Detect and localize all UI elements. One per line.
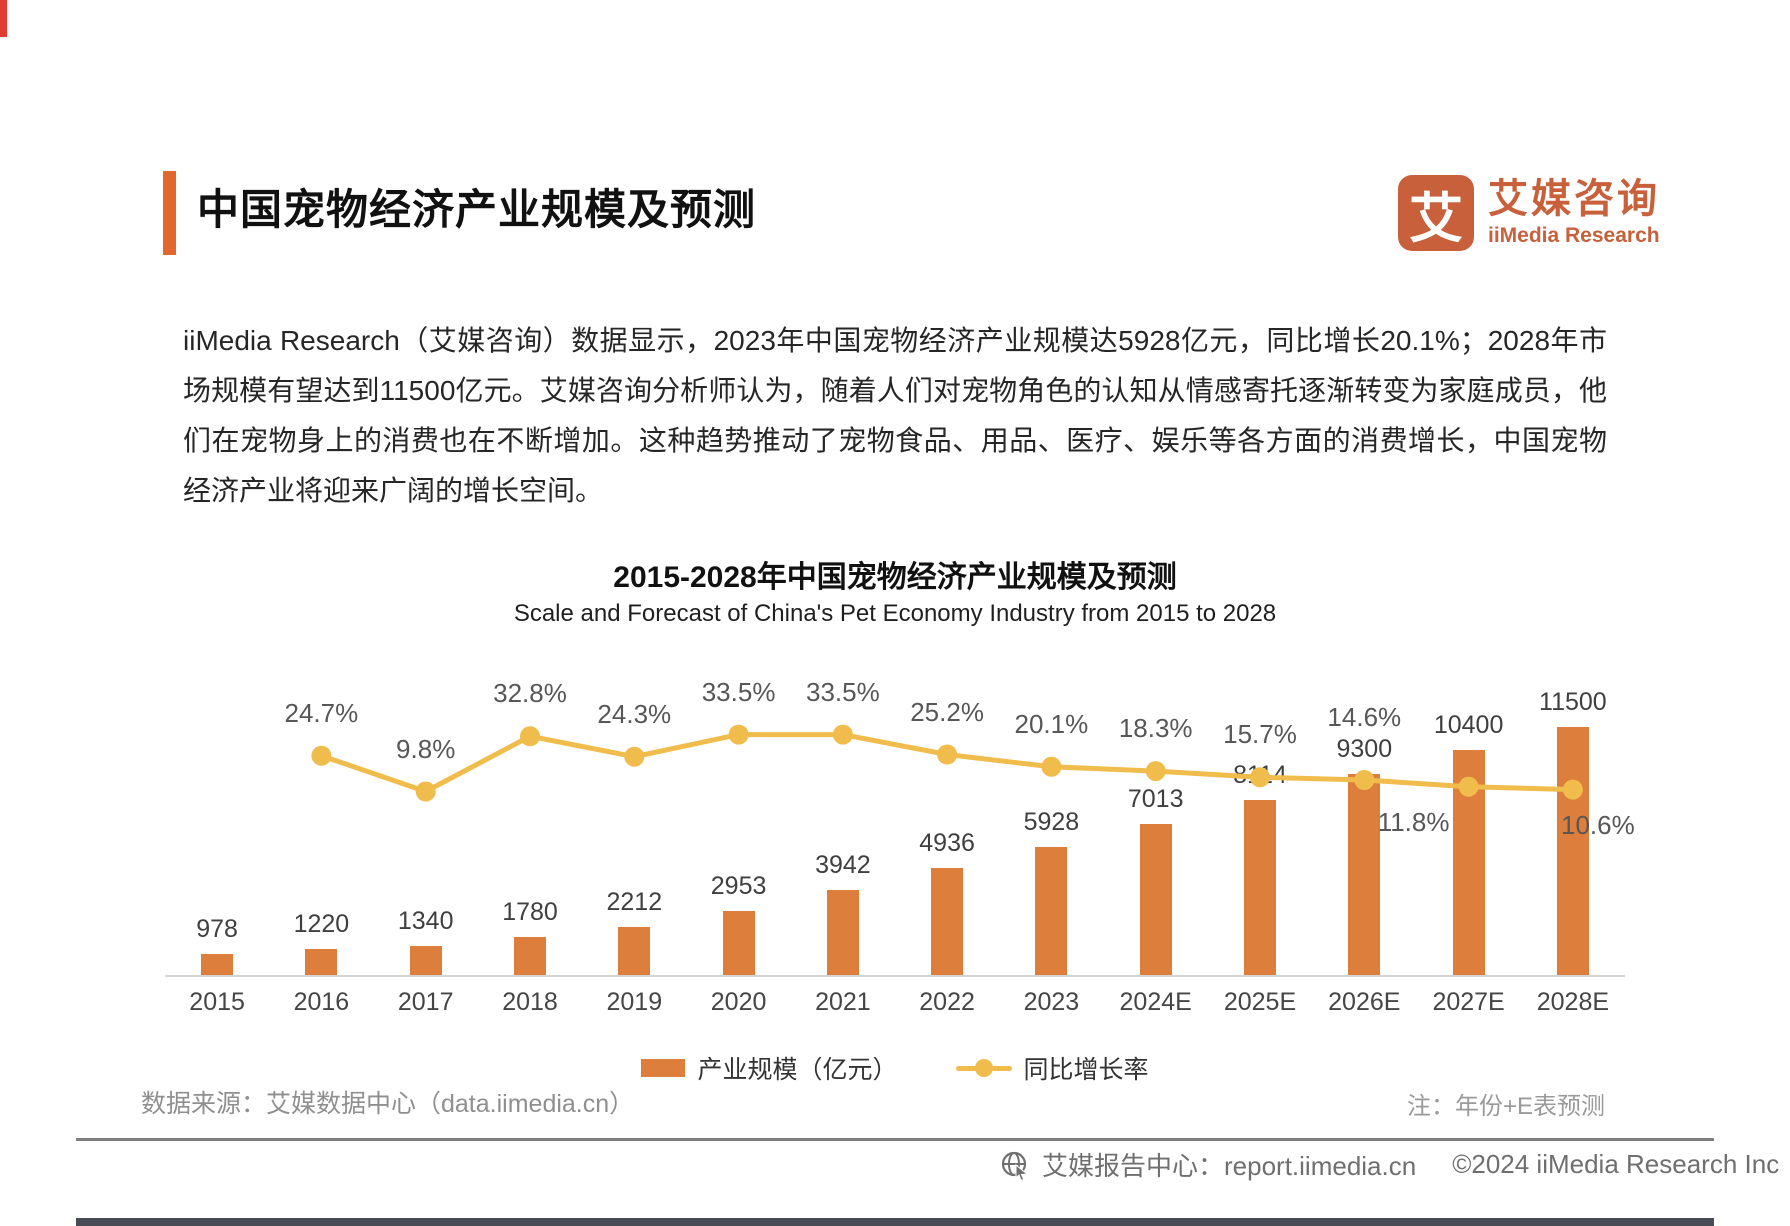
x-axis-label-2018: 2018	[502, 988, 558, 1016]
legend-item-industry-scale: 产业规模（亿元）	[641, 1050, 898, 1086]
bar-value-label: 1340	[397, 907, 454, 935]
chart-subtitle: Scale and Forecast of China's Pet Econom…	[513, 600, 1277, 627]
x-axis-label-2020: 2020	[710, 988, 767, 1016]
bar-value-label: 11500	[1539, 688, 1607, 716]
growth-value-label: 11.8%	[1377, 806, 1450, 837]
growth-value-label: 24.7%	[284, 697, 359, 728]
growth-value-label: 9.8%	[396, 733, 456, 764]
x-axis-label-2024E: 2024E	[1119, 988, 1192, 1016]
legend-item-growth-rate: 同比增长率	[955, 1050, 1149, 1086]
footer: 艾媒报告中心：report.iimedia.cn ©2024 iiMedia R…	[1000, 1146, 1779, 1183]
next-page-edge	[76, 1218, 1714, 1226]
iimedia-logo-icon: 艾	[1398, 175, 1474, 251]
bar-2018	[514, 937, 546, 975]
logo-name-en: iiMedia Research	[1488, 224, 1660, 247]
growth-value-label: 20.1%	[1014, 708, 1089, 739]
page-corner-mark	[0, 0, 7, 37]
bar-value-label: 7013	[1127, 785, 1184, 813]
chart-title: 2015-2028年中国宠物经济产业规模及预测	[613, 561, 1177, 594]
bar-2022	[931, 868, 964, 975]
growth-point-marker	[1145, 761, 1166, 782]
growth-point-marker	[1354, 770, 1375, 790]
x-axis-label-2023: 2023	[1023, 988, 1080, 1016]
bar-value-label: 978	[196, 915, 238, 943]
bar-value-label: 3942	[815, 851, 871, 879]
bar-2015	[201, 954, 234, 975]
bar-2023	[1035, 847, 1068, 975]
bar-value-label: 2212	[606, 888, 663, 916]
growth-value-label: 33.5%	[806, 676, 880, 707]
bar-2028E	[1556, 727, 1589, 975]
x-axis-label-2026E: 2026E	[1328, 988, 1401, 1016]
data-source-label: 数据来源：艾媒数据中心（data.iimedia.cn）	[141, 1090, 635, 1118]
title-accent-bar	[163, 171, 176, 255]
footer-divider	[76, 1138, 1714, 1141]
bar-value-label: 1220	[293, 910, 350, 938]
growth-value-label: 10.6%	[1561, 809, 1635, 840]
bar-2024E	[1139, 824, 1172, 975]
footer-copyright: ©2024 iiMedia Research Inc	[1452, 1149, 1780, 1179]
growth-point-marker	[1041, 756, 1062, 777]
intro-paragraph: iiMedia Research（艾媒咨询）数据显示，2023年中国宠物经济产业…	[183, 325, 1607, 506]
growth-value-label: 33.5%	[701, 676, 776, 707]
bar-value-label: 10400	[1433, 711, 1504, 739]
growth-point-marker	[1250, 767, 1270, 788]
bar-2016	[305, 949, 338, 975]
growth-value-label: 25.2%	[910, 696, 984, 727]
x-axis-label-2022: 2022	[919, 988, 975, 1016]
growth-value-label: 32.8%	[493, 678, 567, 709]
x-axis-label-2015: 2015	[189, 988, 245, 1016]
line-series-swatch	[955, 1059, 1012, 1077]
iimedia-logo: 艾 艾媒咨询 iiMedia Research	[1398, 175, 1660, 251]
growth-point-marker	[1458, 776, 1479, 797]
chart-x-axis: 2015 2016 2017 2018 2019 2020 2021 2022 2023 2024…	[165, 988, 1625, 1018]
globe-cursor-icon	[1001, 1151, 1029, 1180]
growth-value-label: 15.7%	[1223, 719, 1297, 750]
growth-line-layer	[311, 724, 1583, 802]
growth-value-label: 18.3%	[1118, 713, 1193, 744]
bar-2020	[722, 911, 755, 975]
chart-legend: 产业规模（亿元） 同比增长率	[165, 1050, 1625, 1086]
bar-value-label: 2953	[710, 872, 767, 900]
x-axis-label-2019: 2019	[606, 988, 663, 1016]
bar-value-label: 1780	[502, 898, 558, 926]
growth-point-marker	[415, 781, 436, 802]
growth-point-marker	[728, 724, 749, 745]
bar-value-label: 4936	[919, 829, 975, 857]
x-axis-label-2027E: 2027E	[1432, 988, 1505, 1016]
growth-value-label: 24.3%	[597, 698, 672, 729]
forecast-note: 注：年份+E表预测	[1406, 1093, 1605, 1120]
x-axis-label-2017: 2017	[397, 988, 454, 1016]
x-axis-label-2028E: 2028E	[1536, 988, 1610, 1016]
x-axis-label-2021: 2021	[815, 988, 871, 1016]
logo-name-cn: 艾媒咨询	[1488, 177, 1660, 221]
bar-2026E	[1348, 774, 1381, 975]
chart-plot-area: 978 1220 24.7% 1340 9.8% 1780 32.8% 2212 24.3% 29…	[165, 660, 1635, 977]
legend-label-industry-scale: 产业规模（亿元）	[697, 1056, 898, 1084]
report-center-link[interactable]: 艾媒报告中心：report.iimedia.cn	[1042, 1151, 1417, 1181]
x-axis-label-2025E: 2025E	[1223, 988, 1297, 1016]
growth-point-marker	[624, 746, 645, 767]
bar-2017	[409, 946, 442, 975]
growth-point-marker	[1562, 779, 1583, 800]
page-title: 中国宠物经济产业规模及预测	[197, 186, 757, 233]
bar-series-swatch	[641, 1059, 686, 1077]
growth-point-marker	[311, 745, 332, 766]
growth-value-label: 14.6%	[1327, 702, 1402, 732]
bar-2025E	[1244, 800, 1276, 975]
legend-label-growth-rate: 同比增长率	[1023, 1056, 1149, 1084]
x-axis-label-2016: 2016	[293, 988, 350, 1016]
growth-point-marker	[520, 726, 540, 747]
bar-2019	[618, 927, 651, 975]
growth-point-marker	[832, 724, 853, 745]
growth-point-marker	[937, 744, 958, 765]
bar-value-label: 9300	[1336, 735, 1393, 763]
bar-2021	[826, 890, 859, 975]
bar-value-label: 5928	[1023, 808, 1080, 836]
